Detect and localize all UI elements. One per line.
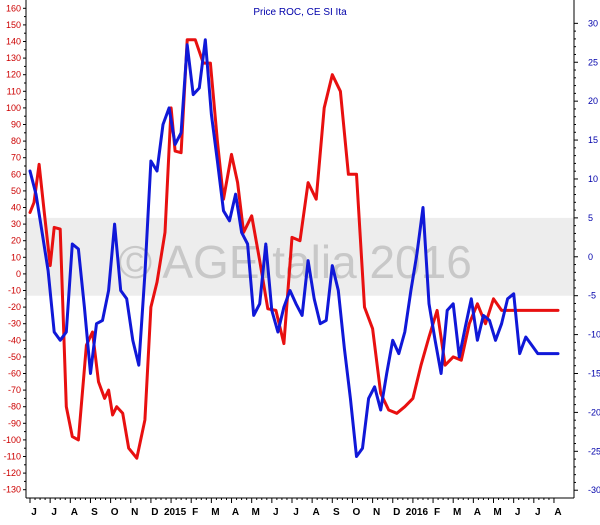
x-tick-label: S [333, 507, 340, 518]
left-tick-label: -30 [8, 319, 21, 329]
right-tick-label: 15 [588, 135, 598, 145]
x-tick-label: M [453, 507, 461, 518]
left-tick-label: -40 [8, 335, 21, 345]
left-axis-ticks: 1601501401301201101009080706050403020100… [3, 3, 26, 495]
right-tick-label: 30 [588, 18, 598, 28]
right-tick-label: -10 [588, 330, 600, 340]
left-tick-label: -10 [8, 286, 21, 296]
left-tick-label: 130 [6, 53, 21, 63]
x-tick-label: N [373, 507, 380, 518]
left-tick-label: -130 [3, 485, 21, 495]
right-tick-label: 20 [588, 96, 598, 106]
x-tick-label: M [211, 507, 219, 518]
x-tick-label: 2016 [406, 507, 429, 518]
x-tick-label: M [252, 507, 260, 518]
right-tick-label: -30 [588, 485, 600, 495]
left-tick-label: 140 [6, 37, 21, 47]
left-tick-label: 110 [7, 86, 21, 96]
left-tick-label: 70 [11, 153, 21, 163]
left-tick-label: -20 [8, 302, 21, 312]
left-tick-label: 30 [11, 219, 21, 229]
right-tick-label: -20 [588, 407, 600, 417]
x-tick-label: J [51, 507, 57, 518]
right-tick-label: -5 [588, 291, 596, 301]
x-tick-label: O [353, 507, 361, 518]
left-tick-label: 150 [6, 20, 21, 30]
x-tick-label: S [91, 507, 98, 518]
x-tick-label: 2015 [164, 507, 187, 518]
x-tick-label: A [71, 507, 78, 518]
right-tick-label: 5 [588, 213, 593, 223]
x-tick-label: A [554, 507, 561, 518]
left-tick-label: -90 [8, 418, 21, 428]
left-tick-label: 20 [11, 236, 21, 246]
series-line-red [28, 38, 560, 460]
x-tick-label: J [515, 507, 521, 518]
left-tick-label: 40 [11, 203, 21, 213]
right-tick-label: -25 [588, 446, 600, 456]
left-tick-label: 120 [6, 70, 21, 80]
left-tick-label: 90 [11, 120, 21, 130]
right-tick-label: -15 [588, 369, 600, 379]
left-tick-label: -80 [8, 402, 21, 412]
x-tick-label: A [474, 507, 481, 518]
x-tick-label: N [131, 507, 138, 518]
left-tick-label: 50 [11, 186, 21, 196]
left-tick-label: -50 [8, 352, 21, 362]
x-tick-label: F [192, 507, 198, 518]
x-tick-label: D [151, 507, 158, 518]
x-tick-label: F [434, 507, 440, 518]
series-line-blue [28, 38, 560, 458]
x-tick-label: M [493, 507, 501, 518]
left-tick-label: -60 [8, 369, 21, 379]
x-tick-label: A [232, 507, 239, 518]
right-tick-label: 10 [588, 174, 598, 184]
left-tick-label: 160 [6, 3, 21, 13]
x-tick-label: D [393, 507, 400, 518]
left-tick-label: 100 [6, 103, 21, 113]
series-layer [28, 38, 560, 460]
left-tick-label: 10 [11, 252, 21, 262]
right-tick-label: 25 [588, 57, 598, 67]
left-tick-label: 60 [11, 169, 21, 179]
left-tick-label: -100 [3, 435, 21, 445]
left-tick-label: 0 [16, 269, 21, 279]
chart-title: Price ROC, CE SI Ita [253, 7, 347, 18]
x-tick-label: A [313, 507, 320, 518]
right-tick-label: 0 [588, 252, 593, 262]
left-tick-label: -110 [4, 452, 21, 462]
left-tick-label: 80 [11, 136, 21, 146]
x-tick-label: J [31, 507, 37, 518]
x-tick-label: J [273, 507, 279, 518]
left-tick-label: -120 [3, 468, 21, 478]
x-tick-label: J [535, 507, 541, 518]
x-tick-label: O [111, 507, 119, 518]
x-tick-label: J [293, 507, 299, 518]
x-axis-ticks: J J A S O N D 2015 F M A M J J A S O N D 2016 F M A M J J A [29, 498, 562, 518]
left-tick-label: -70 [8, 385, 21, 395]
